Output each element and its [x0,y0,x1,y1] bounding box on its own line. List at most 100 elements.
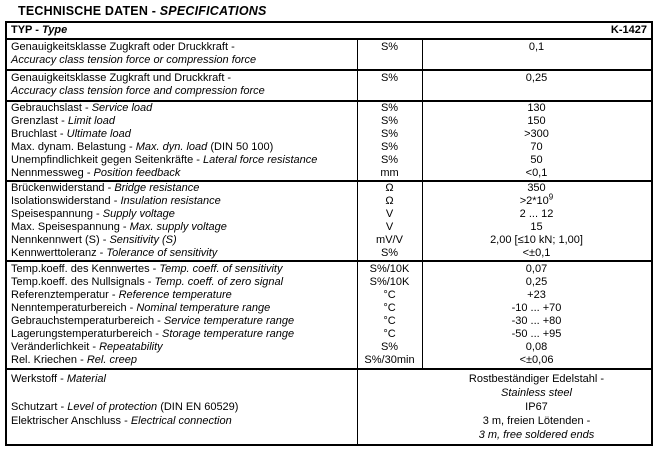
spec-row: Genauigkeitsklasse Zugkraft und Druckkra… [7,72,651,98]
spec-label: Temp.koeff. des Nullsignals - Temp. coef… [7,276,357,289]
spec-unit: S% [380,128,399,140]
spec-value-text: 0,08 [525,341,548,353]
label-en: Tolerance of sensitivity [106,247,218,259]
spec-value-text: 50 [530,154,543,166]
label-de: Nenntemperaturbereich - [11,302,134,314]
label-de: Nennmessweg - [11,167,91,179]
specifications-table: TYP - Type K-1427 Genauigkeitsklasse Zug… [5,21,653,446]
spec-row: Nennkennwert (S) - Sensitivity (S) mV/V 2,… [7,234,651,247]
label-en: Ultimate load [66,128,131,140]
label-de: Temp.koeff. des Nullsignals - [11,276,152,288]
label-de: Bruchlast - [11,128,64,140]
spec-label: Isolationswiderstand - Insulation resist… [7,195,357,208]
label-de: Grenzlast - [11,115,65,127]
label-en: Service load [91,102,153,114]
spec-row: Rel. Kriechen - Rel. creep S%/30min <±0,06 [7,354,651,367]
spec-row: Temp.koeff. des Kennwertes - Temp. coeff… [7,263,651,276]
label-en: Storage temperature range [162,328,295,340]
spec-unit: S%/10K [369,276,410,288]
label-de: Brückenwiderstand - [11,182,112,194]
material-row: Werkstoff - Material Schutzart - Level o… [7,372,651,442]
label-de: Kennwerttoleranz - [11,247,104,259]
spec-unit: Ω [385,182,394,194]
spec-group: Brückenwiderstand - Bridge resistance Ω 35… [7,180,651,260]
material-label-line: Schutzart - Level of protection (DIN EN … [11,400,357,414]
spec-label: Gebrauchslast - Service load [7,102,357,115]
label-en: Service temperature range [163,315,295,327]
spec-value: >300 [422,128,651,141]
label-de: Lagerungstemperaturbereich - [11,328,159,340]
spec-value: 2,00 [≤10 kN; 1,00] [422,234,651,247]
spec-unit: S% [380,115,399,127]
spec-value-text: <0,1 [525,167,548,179]
spec-value: 0,08 [422,341,651,354]
spec-value: 50 [422,154,651,167]
material-value-cell: Rostbeständiger Edelstahl - Stainless ste… [357,372,651,442]
spec-row: Lagerungstemperaturbereich - Storage tem… [7,328,651,341]
spec-unit: °C [383,289,396,301]
spec-row: Gebrauchslast - Service load S% 130 [7,102,651,115]
spec-value-text: 0,25 [525,276,548,288]
spec-label: Speisespannung - Supply voltage [7,208,357,221]
spec-label: Genauigkeitsklasse Zugkraft oder Druckkr… [7,41,357,67]
value-superscript: 9 [548,192,554,202]
material-value-line: Stainless steel [501,387,572,399]
spec-value-text: 15 [530,221,543,233]
label-de: Genauigkeitsklasse Zugkraft und Druckkra… [11,72,232,84]
spec-row: Bruchlast - Ultimate load S% >300 [7,128,651,141]
spec-row: Temp.koeff. des Nullsignals - Temp. coef… [7,276,651,289]
spec-value: -10 ... +70 [422,302,651,315]
spec-value: +23 [422,289,651,302]
spec-value: 0,1 [422,41,651,67]
spec-row: Speisespannung - Supply voltage V 2 ... 12 [7,208,651,221]
spec-value: 0,25 [422,72,651,98]
spec-row: Nennmessweg - Position feedback mm <0,1 [7,167,651,180]
spec-unit: S%/10K [369,263,410,275]
spec-row: Referenztemperatur - Reference temperatu… [7,289,651,302]
spec-value-text: -30 ... +80 [511,315,562,327]
type-label: TYP - Type [11,24,67,37]
label-de: Unempfindlichkeit gegen Seitenkräfte - [11,154,200,166]
spec-value-text: >2*10 [519,195,549,207]
label-suffix: (DIN 50 100) [210,141,274,153]
spec-value: 350 [422,182,651,195]
spec-value: 130 [422,102,651,115]
type-label-de: TYP - [11,24,42,36]
spec-label: Genauigkeitsklasse Zugkraft und Druckkra… [7,72,357,98]
spec-row: Brückenwiderstand - Bridge resistance Ω 35… [7,182,651,195]
spec-row: Grenzlast - Limit load S% 150 [7,115,651,128]
spec-row: Gebrauchstemperaturbereich - Service tem… [7,315,651,328]
spec-unit: Ω [385,195,394,207]
spec-label: Unempfindlichkeit gegen Seitenkräfte - L… [7,154,357,167]
spec-group: Genauigkeitsklasse Zugkraft oder Druckkr… [7,38,651,69]
label-de: Gebrauchslast - [11,102,89,114]
type-value: K-1427 [610,24,647,36]
spec-value-text: 2,00 [≤10 kN; 1,00] [490,234,583,246]
spec-value-text: 0,25 [525,72,548,84]
material-value-line: 3 m, freien Lötenden - [482,415,591,427]
spec-value-text: 2 ... 12 [519,208,554,220]
label-de: Temp.koeff. des Kennwertes - [11,263,157,275]
spec-label: Rel. Kriechen - Rel. creep [7,354,357,367]
label-en: Temp. coeff. of sensitivity [159,263,283,275]
material-value-line: 3 m, free soldered ends [478,429,595,441]
spec-row: Kennwerttoleranz - Tolerance of sensitiv… [7,247,651,260]
spec-unit: S% [380,247,399,259]
spec-unit: S%/30min [364,354,415,366]
spec-value: <0,1 [422,167,651,180]
label-en: Limit load [67,115,115,127]
label-en: Lateral force resistance [203,154,318,166]
material-label-line: Werkstoff - Material [11,372,357,386]
label-en: Reference temperature [118,289,232,301]
spec-label: Nenntemperaturbereich - Nominal temperat… [7,302,357,315]
spec-value: 0,25 [422,276,651,289]
spec-row: Veränderlichkeit - Repeatability S% 0,08 [7,341,651,354]
spec-value-text: -50 ... +95 [511,328,562,340]
spec-value-text: 150 [527,115,546,127]
label-de: Gebrauchstemperaturbereich - [11,315,161,327]
spec-row: Max. Speisespannung - Max. supply voltag… [7,221,651,234]
label-de: Elektrischer Anschluss - [11,415,128,427]
spec-value-text: 350 [527,182,546,194]
spec-value: 150 [422,115,651,128]
